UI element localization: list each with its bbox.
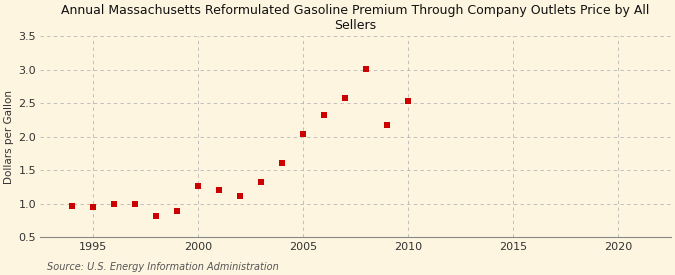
Y-axis label: Dollars per Gallon: Dollars per Gallon [4,90,14,184]
Point [192,183,203,188]
Point [151,214,161,218]
Point [234,194,245,199]
Point [171,208,182,213]
Point [66,204,77,208]
Point [360,67,371,71]
Point [340,96,350,100]
Title: Annual Massachusetts Reformulated Gasoline Premium Through Company Outlets Price: Annual Massachusetts Reformulated Gasoli… [61,4,650,32]
Point [109,202,119,206]
Point [277,161,288,165]
Point [403,98,414,103]
Text: Source: U.S. Energy Information Administration: Source: U.S. Energy Information Administ… [47,262,279,272]
Point [381,122,392,127]
Point [130,202,140,206]
Point [298,132,308,136]
Point [256,180,267,185]
Point [87,205,98,210]
Point [213,188,224,192]
Point [319,112,329,117]
